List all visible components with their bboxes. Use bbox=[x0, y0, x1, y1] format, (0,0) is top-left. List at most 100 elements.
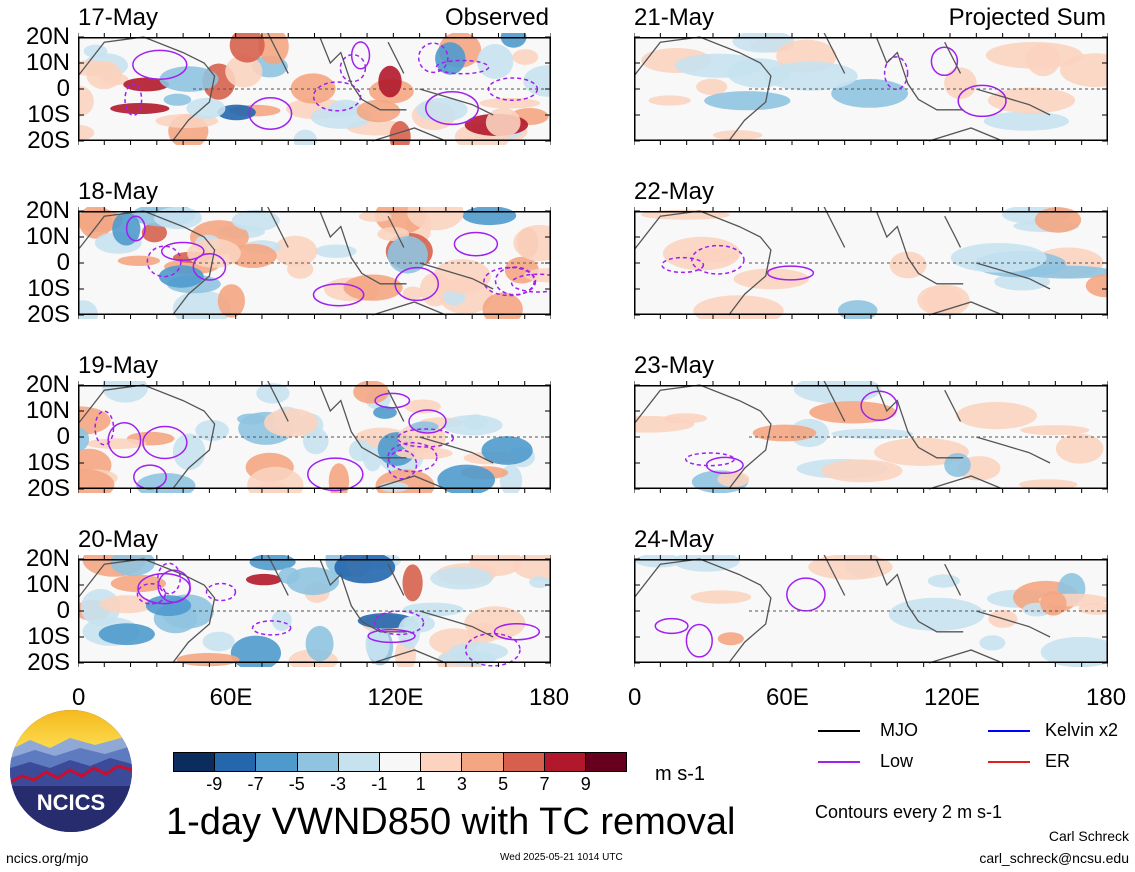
colorbar-swatch bbox=[462, 753, 504, 771]
anomaly-shading bbox=[481, 436, 533, 465]
anomaly-shading bbox=[378, 65, 402, 98]
colorbar-swatch bbox=[297, 753, 339, 771]
right-panel-1-map bbox=[634, 33, 1108, 145]
anomaly-shading bbox=[172, 290, 231, 319]
anomaly-shading bbox=[985, 42, 1083, 69]
author: Carl Schreck bbox=[1048, 828, 1129, 844]
anomaly-shading bbox=[358, 211, 392, 222]
anomaly-shading bbox=[365, 626, 390, 662]
coastline bbox=[372, 127, 447, 142]
anomaly-shading bbox=[479, 97, 541, 109]
coastline bbox=[875, 210, 964, 285]
left-panel-3-map bbox=[78, 381, 551, 493]
anomaly-shading bbox=[217, 284, 245, 318]
anomaly-shading bbox=[273, 235, 318, 267]
legend-mjo-line bbox=[818, 730, 860, 732]
anomaly-shading bbox=[225, 55, 263, 88]
coastline bbox=[928, 649, 1003, 664]
left-panel-3-date: 19-May bbox=[78, 352, 159, 379]
low-contour bbox=[205, 582, 237, 602]
coastline bbox=[319, 36, 407, 111]
lat-tick-label: 0 bbox=[56, 75, 70, 102]
coastline bbox=[928, 127, 1003, 142]
low-contour bbox=[957, 84, 1007, 118]
lat-tick-label: 20N bbox=[25, 197, 70, 224]
anomaly-shading bbox=[685, 248, 738, 263]
colorbar-label: 9 bbox=[580, 774, 591, 794]
low-contour bbox=[142, 425, 188, 460]
anomaly-shading bbox=[373, 406, 397, 419]
coastline bbox=[387, 41, 405, 74]
anomaly-shading bbox=[764, 61, 858, 91]
anomaly-shading bbox=[696, 78, 728, 95]
coastline bbox=[372, 301, 447, 316]
anomaly-shading bbox=[529, 576, 550, 588]
anomaly-shading bbox=[430, 567, 493, 590]
anomaly-shading bbox=[278, 567, 300, 584]
anomaly-shading bbox=[228, 243, 277, 268]
anomaly-shading bbox=[172, 433, 206, 471]
low-contour bbox=[396, 428, 455, 448]
coastline bbox=[78, 210, 216, 316]
low-contour bbox=[312, 283, 365, 307]
right-panel-3-date: 23-May bbox=[634, 352, 715, 379]
colorbar-label: -1 bbox=[371, 774, 388, 794]
anomaly-shading bbox=[690, 590, 752, 604]
lat-tick-label: 20S bbox=[27, 127, 70, 154]
anomaly-shading bbox=[831, 428, 914, 439]
left-panel-2-map bbox=[78, 207, 551, 319]
coastline bbox=[419, 262, 494, 290]
anomaly-shading bbox=[944, 453, 971, 477]
anomaly-shading bbox=[314, 244, 357, 258]
anomaly-shading bbox=[334, 555, 396, 584]
ncics-logo: NCICS bbox=[10, 710, 132, 832]
anomaly-shading bbox=[195, 419, 229, 441]
coastline bbox=[944, 563, 962, 596]
anomaly-shading bbox=[141, 223, 167, 243]
low-contour bbox=[146, 245, 182, 278]
anomaly-shading bbox=[1034, 207, 1082, 233]
coastline bbox=[387, 215, 405, 248]
coastline bbox=[875, 36, 964, 111]
low-contour bbox=[685, 623, 713, 658]
anomaly-shading bbox=[717, 471, 750, 487]
low-contour bbox=[705, 456, 744, 474]
coastline bbox=[387, 389, 405, 422]
anomaly-shading bbox=[117, 255, 161, 266]
lat-tick-label: 10N bbox=[25, 397, 70, 424]
coastline bbox=[976, 436, 1051, 464]
right-panel-3-map bbox=[634, 381, 1108, 493]
anomaly-shading bbox=[343, 274, 403, 301]
anomaly-shading bbox=[956, 402, 1037, 430]
lon-tick-label: 0 bbox=[628, 684, 642, 711]
right-panel-4-map bbox=[634, 555, 1108, 667]
lat-tick-label: 20N bbox=[25, 23, 70, 50]
low-contour bbox=[192, 253, 227, 281]
coastline bbox=[372, 475, 447, 490]
lat-tick-label: 0 bbox=[56, 423, 70, 450]
anomaly-shading bbox=[1085, 274, 1108, 298]
anomaly-shading bbox=[176, 653, 240, 667]
anomaly-shading bbox=[403, 602, 464, 617]
anomaly-shading bbox=[717, 632, 744, 646]
anomaly-shading bbox=[402, 286, 423, 300]
anomaly-shading bbox=[158, 265, 204, 288]
coastline bbox=[944, 41, 962, 74]
lon-tick-label: 120E bbox=[924, 684, 981, 711]
colorbar bbox=[173, 752, 627, 772]
coastline bbox=[319, 384, 407, 459]
coastline bbox=[78, 36, 216, 142]
anomaly-shading bbox=[163, 93, 192, 106]
lat-tick-label: 0 bbox=[56, 597, 70, 624]
site-link[interactable]: ncics.org/mjo bbox=[6, 850, 89, 866]
anomaly-shading bbox=[674, 53, 763, 78]
anomaly-shading bbox=[123, 77, 170, 92]
colorbar-swatch bbox=[174, 753, 216, 771]
anomaly-shading bbox=[159, 66, 219, 92]
colorbar-label: -7 bbox=[247, 774, 264, 794]
colorbar-swatch bbox=[421, 753, 463, 771]
colorbar-swatch bbox=[503, 753, 545, 771]
coastline bbox=[823, 555, 846, 596]
anomaly-shading bbox=[202, 631, 235, 652]
coastline bbox=[267, 381, 289, 422]
